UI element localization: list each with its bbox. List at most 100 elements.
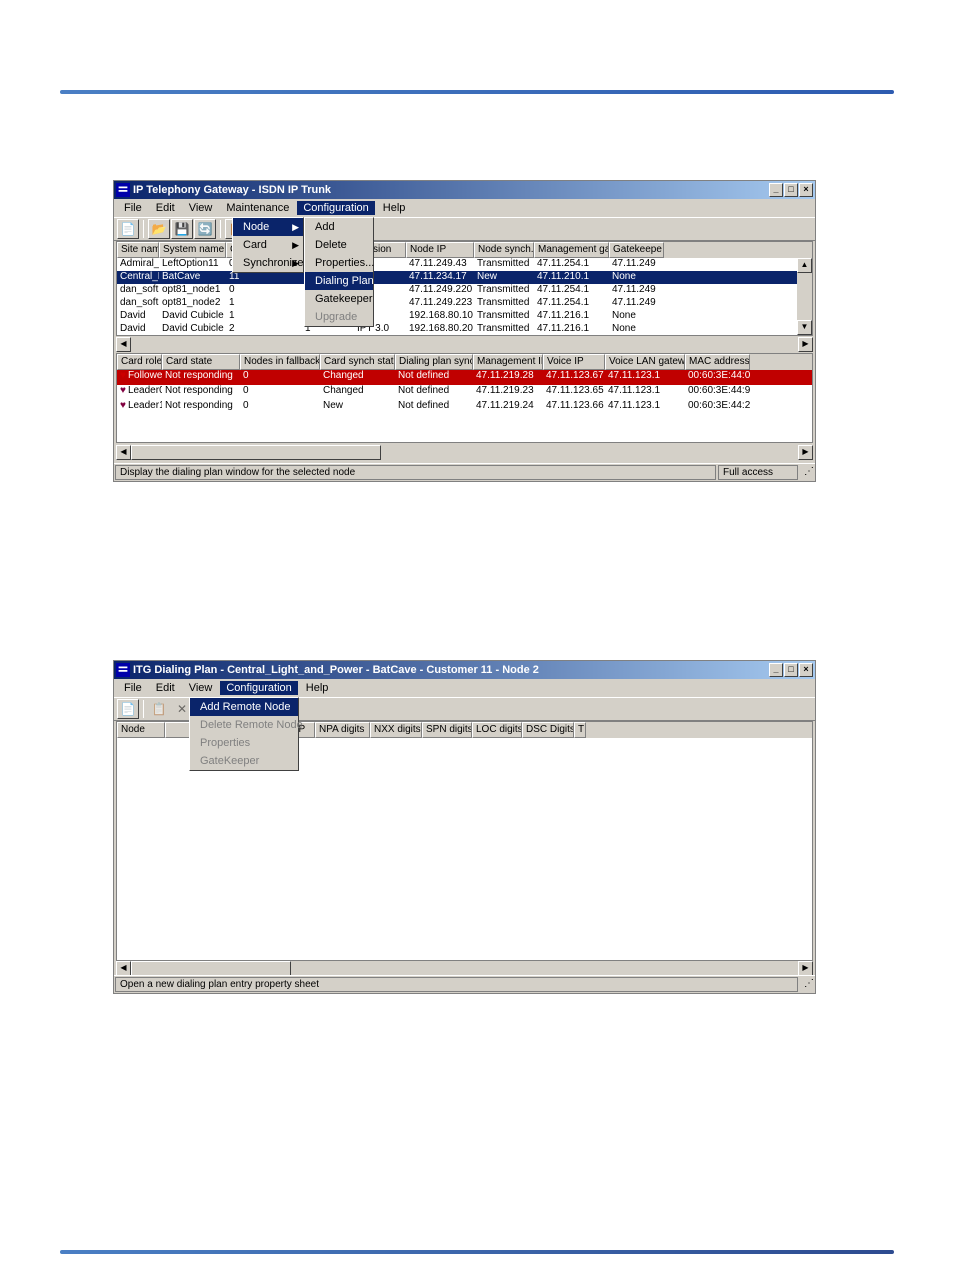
table-row[interactable]: ♥FollowerNot responding0ChangedNot defin… (117, 370, 812, 385)
submenu-delete[interactable]: Delete (305, 236, 373, 254)
tb-new[interactable]: 📄 (117, 699, 139, 719)
dialing-plan-window: ITG Dialing Plan - Central_Light_and_Pow… (113, 660, 816, 994)
table-row[interactable]: DavidDavid Cubicle21IPT 3.0192.168.80.20… (117, 323, 812, 336)
tb-open[interactable]: 📂 (148, 219, 170, 239)
scroll-right-icon[interactable]: ▶ (798, 445, 813, 460)
mid-hscroll[interactable]: ◀ ▶ (116, 337, 813, 352)
table-cell: LeftOption11 (159, 258, 226, 271)
tb-save[interactable]: 💾 (171, 219, 193, 239)
col-nodeip[interactable]: Node IP (406, 242, 474, 258)
menu-help[interactable]: Help (377, 201, 412, 215)
menu-edit[interactable]: Edit (150, 201, 181, 215)
col-cardsynch[interactable]: Card synch status (320, 354, 395, 370)
table-row[interactable]: dan_softla...opt81_node101047.11.249.220… (117, 284, 812, 297)
table-cell: None (609, 310, 664, 323)
table-row[interactable]: dan_softla...opt81_node212047.11.249.223… (117, 297, 812, 310)
close-button[interactable]: × (799, 183, 813, 197)
col-gatekeeper[interactable]: Gatekeepe (609, 242, 664, 258)
nodes-vscroll[interactable]: ▲ ▼ (797, 258, 812, 335)
table-cell: None (609, 323, 664, 336)
col-fallback[interactable]: Nodes in fallback (240, 354, 320, 370)
scroll-right-icon[interactable]: ▶ (798, 337, 813, 352)
menu-node[interactable]: Node▶ (233, 218, 303, 236)
col-systemname[interactable]: System name (159, 242, 226, 258)
submenu-properties[interactable]: Properties... (305, 254, 373, 272)
submenu-upgrade[interactable]: Upgrade (305, 308, 373, 326)
table-cell: 47.11.123.1 (605, 385, 685, 400)
menu-configuration[interactable]: Configuration (220, 681, 297, 695)
titlebar[interactable]: IP Telephony Gateway - ISDN IP Trunk _ □… (114, 181, 815, 199)
col-loc[interactable]: LOC digits (472, 722, 522, 738)
cards-listview[interactable]: Card role Card state Nodes in fallback C… (116, 353, 813, 443)
col-spn[interactable]: SPN digits (422, 722, 472, 738)
table-cell: 47.11.216.1 (534, 323, 609, 336)
tb-refresh[interactable]: 🔄 (194, 219, 216, 239)
menu-maintenance[interactable]: Maintenance (220, 201, 295, 215)
table-cell: 0 (240, 370, 320, 385)
menu-configuration[interactable]: Configuration (297, 201, 374, 215)
maximize-button[interactable]: □ (784, 183, 798, 197)
scroll-thumb[interactable] (131, 961, 291, 976)
bottom-hscroll[interactable]: ◀ ▶ (116, 961, 813, 976)
table-row[interactable]: Central_Li...BatCave112047.11.234.17New4… (117, 271, 812, 284)
nodes-listview[interactable]: Site name System name Cu Version Node IP… (116, 241, 813, 336)
scroll-thumb[interactable] (131, 445, 381, 460)
table-row[interactable]: DavidDavid Cubicle110192.168.80.10Transm… (117, 310, 812, 323)
col-node[interactable]: Node (117, 722, 165, 738)
col-mgmtgat[interactable]: Management gat... (534, 242, 609, 258)
menu-file[interactable]: File (118, 201, 148, 215)
minimize-button[interactable]: _ (769, 183, 783, 197)
menu-help[interactable]: Help (300, 681, 335, 695)
col-mgmtip[interactable]: Management IP (473, 354, 543, 370)
close-button[interactable]: × (799, 663, 813, 677)
col-voiceip[interactable]: Voice IP (543, 354, 605, 370)
table-row[interactable]: ♥Leader1Not responding0NewNot defined47.… (117, 400, 812, 415)
col-voicelan[interactable]: Voice LAN gatew... (605, 354, 685, 370)
menubar: File Edit View Configuration Help (114, 679, 815, 697)
table-row[interactable]: Admiral_K...LeftOption110047.11.249.43Tr… (117, 258, 812, 271)
submenu-gatekeeper[interactable]: Gatekeeper (305, 290, 373, 308)
scroll-left-icon[interactable]: ◀ (116, 337, 131, 352)
resize-grip-icon[interactable]: ⋰ (800, 977, 814, 992)
menu-properties[interactable]: Properties (190, 734, 298, 752)
submenu-add[interactable]: Add (305, 218, 373, 236)
menubar: File Edit View Maintenance Configuration… (114, 199, 815, 217)
bottom-hscroll[interactable]: ◀ ▶ (116, 445, 813, 460)
submenu-dialing-plan[interactable]: Dialing Plan (305, 272, 373, 290)
scroll-right-icon[interactable]: ▶ (798, 961, 813, 976)
heart-icon: ♥ (120, 385, 126, 396)
menu-card[interactable]: Card▶ (233, 236, 303, 254)
menu-delete-remote-node[interactable]: Delete Remote Node (190, 716, 298, 734)
col-t[interactable]: T (574, 722, 586, 738)
col-cardstate[interactable]: Card state (162, 354, 240, 370)
window-title: ITG Dialing Plan - Central_Light_and_Pow… (133, 664, 769, 676)
resize-grip-icon[interactable]: ⋰ (800, 465, 814, 480)
titlebar[interactable]: ITG Dialing Plan - Central_Light_and_Pow… (114, 661, 815, 679)
menu-view[interactable]: View (183, 201, 219, 215)
col-cardrole[interactable]: Card role (117, 354, 162, 370)
scroll-down-icon[interactable]: ▼ (797, 320, 812, 335)
menu-edit[interactable]: Edit (150, 681, 181, 695)
scroll-left-icon[interactable]: ◀ (116, 445, 131, 460)
table-cell: Changed (320, 385, 395, 400)
col-sitename[interactable]: Site name (117, 242, 159, 258)
menu-file[interactable]: File (118, 681, 148, 695)
col-nxx[interactable]: NXX digits (370, 722, 422, 738)
minimize-button[interactable]: _ (769, 663, 783, 677)
menu-add-remote-node[interactable]: Add Remote Node (190, 698, 298, 716)
menu-gatekeeper[interactable]: GateKeeper (190, 752, 298, 770)
table-cell: 0 (240, 400, 320, 415)
menu-view[interactable]: View (183, 681, 219, 695)
table-cell: New (474, 271, 534, 284)
menu-synchronize[interactable]: Synchronize▶ (233, 254, 303, 272)
col-npa[interactable]: NPA digits (315, 722, 370, 738)
col-dsc[interactable]: DSC Digits (522, 722, 574, 738)
table-row[interactable]: ♥Leader0Not responding0ChangedNot define… (117, 385, 812, 400)
tb-new[interactable]: 📄 (117, 219, 139, 239)
maximize-button[interactable]: □ (784, 663, 798, 677)
col-dpsynch[interactable]: Dialing plan synch... (395, 354, 473, 370)
scroll-left-icon[interactable]: ◀ (116, 961, 131, 976)
scroll-up-icon[interactable]: ▲ (797, 258, 812, 273)
col-nodesynch[interactable]: Node synch.. (474, 242, 534, 258)
col-mac[interactable]: MAC address (685, 354, 750, 370)
